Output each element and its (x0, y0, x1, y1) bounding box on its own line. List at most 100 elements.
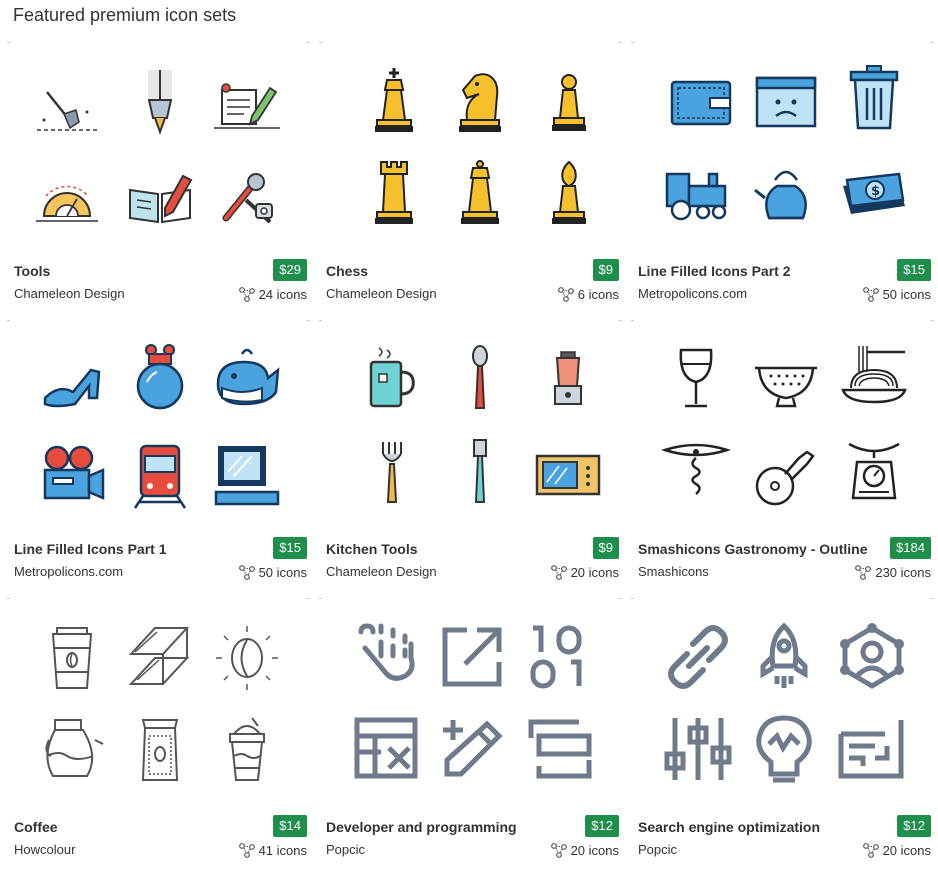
icon-count: 230 icons (854, 564, 931, 580)
wrench-screwdriver-icon (222, 173, 273, 224)
icon-count-icon (238, 843, 255, 858)
frappe-icon (229, 717, 265, 781)
error-window-icon (755, 76, 817, 128)
price-badge[interactable]: $12 (585, 815, 619, 837)
icon-set-author[interactable]: Chameleon Design (326, 564, 437, 579)
spaghetti-icon (841, 346, 907, 404)
icon-set-title[interactable]: Coffee (14, 819, 58, 835)
icon-preview: $ (641, 62, 931, 262)
whale-icon (216, 348, 280, 406)
train-icon (133, 444, 187, 509)
card-frame (7, 316, 312, 566)
blender-icon (554, 351, 582, 405)
price-badge[interactable]: $15 (897, 259, 931, 281)
icon-preview (17, 618, 307, 818)
icon-set-author[interactable]: Popcic (638, 842, 678, 857)
icon-set-author[interactable]: Chameleon Design (14, 286, 125, 301)
card-frame (319, 38, 624, 288)
wallet-icon (670, 80, 732, 126)
icon-count-label: 50 icons (882, 286, 931, 302)
icon-set-card[interactable]: Tools Chameleon Design $29 24 icons (7, 38, 319, 316)
price-badge[interactable]: $184 (890, 537, 931, 559)
icon-count-icon (550, 565, 567, 580)
corkscrew-icon (661, 443, 731, 495)
card-frame (7, 38, 312, 288)
icon-preview (329, 618, 619, 818)
icon-count: 20 icons (550, 842, 619, 858)
icon-set-title[interactable]: Chess (326, 263, 369, 279)
document-pen-icon (214, 83, 280, 129)
card-frame (319, 316, 624, 566)
icon-preview (641, 340, 931, 540)
potion-bottle-icon (136, 344, 184, 410)
price-badge[interactable]: $29 (273, 259, 307, 281)
kettle-icon (754, 170, 807, 220)
price-badge[interactable]: $9 (592, 259, 619, 281)
chess-queen-icon (461, 160, 499, 224)
price-badge[interactable]: $14 (273, 815, 307, 837)
kitchen-scale-icon (848, 442, 900, 500)
rocket-icon (760, 622, 808, 688)
coffee-filter-icon (128, 627, 190, 685)
high-heel-icon (43, 368, 101, 408)
network-user-icon (840, 623, 904, 689)
price-badge[interactable]: $15 (273, 537, 307, 559)
icon-count-label: 50 icons (258, 564, 307, 580)
icon-count-icon (238, 565, 255, 580)
price-badge[interactable]: $12 (897, 815, 931, 837)
price-badge[interactable]: $9 (592, 537, 619, 559)
icon-set-title[interactable]: Line Filled Icons Part 1 (14, 541, 167, 557)
card-frame (631, 38, 936, 288)
coffee-bag-icon (141, 719, 179, 781)
icon-count-label: 20 icons (882, 842, 931, 858)
card-frame (631, 316, 936, 566)
external-link-icon (442, 627, 502, 687)
locomotive-icon (665, 172, 727, 221)
chess-bishop-icon (552, 160, 586, 224)
icon-set-title[interactable]: Line Filled Icons Part 2 (638, 263, 791, 279)
icon-set-author[interactable]: Metropolicons.com (638, 286, 748, 301)
page-title: Featured premium icon sets (13, 5, 237, 25)
stacked-layers-icon (528, 719, 592, 779)
icon-set-author[interactable]: Howcolour (14, 842, 76, 857)
icon-set-title[interactable]: Search engine optimization (638, 819, 821, 835)
icon-preview (17, 62, 307, 262)
icon-count: 41 icons (238, 842, 307, 858)
icon-count-icon (550, 843, 567, 858)
icon-set-author[interactable]: Popcic (326, 842, 366, 857)
icon-set-card[interactable]: Search engine optimization Popcic $12 20… (631, 594, 938, 872)
icon-set-card[interactable]: $ Line Filled Icons Part 2 Metropolicons… (631, 38, 938, 316)
icon-set-card[interactable]: Coffee Howcolour $14 41 icons (7, 594, 319, 872)
book-pencil-icon (129, 174, 193, 224)
edit-pencil-icon (443, 720, 503, 777)
icon-count-icon (238, 287, 255, 302)
icon-set-card[interactable]: Line Filled Icons Part 1 Metropolicons.c… (7, 316, 319, 594)
svg-text:$: $ (871, 184, 880, 199)
card-frame (7, 594, 312, 844)
icon-count: 24 icons (238, 286, 307, 302)
chess-pawn-icon (552, 74, 586, 131)
icon-set-author[interactable]: Metropolicons.com (14, 564, 124, 579)
icon-set-card[interactable]: Smashicons Gastronomy - Outline Smashico… (631, 316, 938, 594)
coffee-pot-icon (45, 719, 104, 777)
icon-count: 50 icons (238, 564, 307, 580)
icon-preview (329, 62, 619, 262)
spatula-icon (473, 439, 487, 503)
icon-set-card[interactable]: Kitchen Tools Chameleon Design $9 20 ico… (319, 316, 631, 594)
icon-set-author[interactable]: Chameleon Design (326, 286, 437, 301)
icon-set-title[interactable]: Smashicons Gastronomy - Outline (638, 541, 868, 557)
icon-set-title[interactable]: Developer and programming (326, 819, 517, 835)
icon-set-card[interactable]: Developer and programming Popcic $12 20 … (319, 594, 631, 872)
icon-set-author[interactable]: Smashicons (638, 564, 709, 579)
icon-count: 20 icons (550, 564, 619, 580)
link-icon (668, 625, 728, 689)
fork-icon (382, 442, 402, 503)
icon-set-title[interactable]: Tools (14, 263, 51, 279)
coffee-cup-icon (51, 627, 93, 689)
icon-set-title[interactable]: Kitchen Tools (326, 541, 418, 557)
icon-count-icon (855, 565, 872, 580)
trash-can-icon (849, 65, 899, 130)
icon-set-card[interactable]: Chess Chameleon Design $9 6 icons (319, 38, 631, 316)
icon-count-label: 24 icons (258, 286, 307, 302)
icon-count: 20 icons (862, 842, 931, 858)
